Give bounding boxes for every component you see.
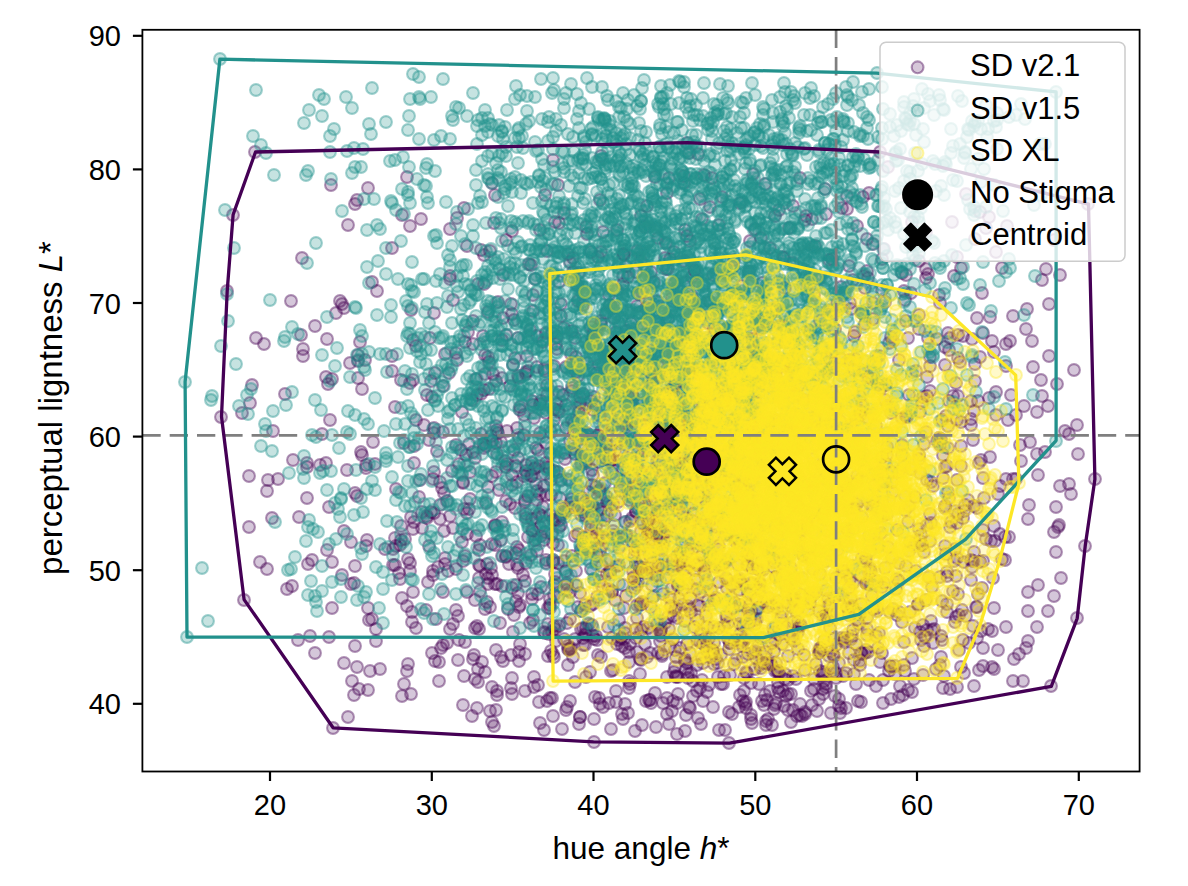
svg-text:Centroid: Centroid xyxy=(970,217,1087,252)
svg-text:perceptual ligntness L*: perceptual ligntness L* xyxy=(32,241,69,575)
svg-text:20: 20 xyxy=(254,789,286,821)
svg-text:90: 90 xyxy=(89,20,121,52)
svg-text:50: 50 xyxy=(89,555,121,587)
svg-text:80: 80 xyxy=(89,154,121,186)
svg-text:70: 70 xyxy=(89,288,121,320)
svg-text:50: 50 xyxy=(739,789,771,821)
svg-text:hue angle h*: hue angle h* xyxy=(553,830,730,866)
svg-text:60: 60 xyxy=(901,789,933,821)
svg-text:40: 40 xyxy=(89,688,121,720)
svg-text:30: 30 xyxy=(416,789,448,821)
svg-text:No Stigma: No Stigma xyxy=(970,175,1115,210)
svg-text:60: 60 xyxy=(89,421,121,453)
svg-text:SD v2.1: SD v2.1 xyxy=(970,48,1080,83)
svg-text:SD v1.5: SD v1.5 xyxy=(970,91,1080,126)
svg-text:70: 70 xyxy=(1063,789,1095,821)
svg-text:40: 40 xyxy=(577,789,609,821)
svg-text:SD XL: SD XL xyxy=(970,133,1060,168)
